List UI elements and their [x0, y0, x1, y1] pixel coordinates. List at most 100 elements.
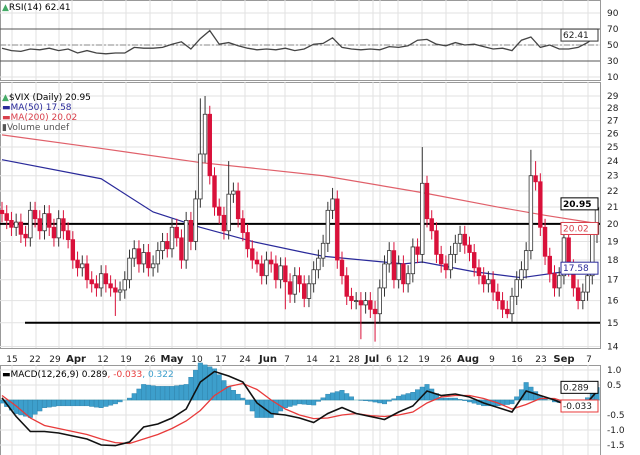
candle [410, 238, 416, 283]
candle-body [283, 265, 288, 283]
candle [528, 149, 534, 260]
candle-body [372, 308, 378, 315]
candle [424, 175, 430, 228]
candle-body [56, 218, 61, 239]
x-axis-label: 16 [511, 355, 523, 365]
candle-body [344, 275, 349, 297]
candle-body [183, 219, 189, 261]
candle-body [136, 248, 142, 265]
candle-body [70, 239, 76, 261]
candle [212, 167, 217, 216]
candle-body [188, 219, 194, 242]
candle-body [325, 209, 331, 244]
macd-histogram-bar [98, 399, 104, 409]
candle [325, 201, 331, 252]
candle [415, 238, 420, 264]
candle [108, 275, 113, 297]
candle-body [165, 241, 170, 250]
price-legend-title: $VIX (Daily) 20.95 [8, 93, 91, 103]
candle-body [410, 246, 416, 275]
candle-body [13, 221, 19, 228]
macd-histogram-bar [287, 399, 293, 407]
candle [117, 281, 123, 301]
chart-icon: ▲ [2, 93, 9, 103]
candle-body [9, 219, 14, 228]
candle-body [132, 248, 137, 259]
panel-frame [0, 82, 601, 349]
macd-histogram-bar [56, 399, 62, 407]
macd-legend-text: MACD(12,26,9) 0.289 [10, 370, 108, 380]
macd-histogram-bar [396, 395, 402, 401]
candle-body [401, 263, 406, 285]
macd-histogram-bar [202, 364, 208, 401]
candle-body [47, 213, 52, 228]
candle-body [505, 308, 510, 315]
macd-histogram-bar [131, 393, 137, 401]
macd-histogram-bar [448, 397, 454, 401]
macd-histogram-bar [108, 399, 114, 406]
candle [344, 267, 349, 306]
candle [42, 205, 47, 240]
candle-body [486, 279, 491, 285]
candle-body [240, 218, 246, 233]
x-axis-label: 24 [239, 355, 251, 365]
candle-body [117, 289, 123, 293]
candle [467, 236, 472, 262]
candle-body [89, 279, 94, 285]
candle [509, 287, 515, 323]
macd-histogram-bar [301, 399, 307, 405]
macd-histogram-bar [297, 399, 303, 405]
macd-histogram-bar [141, 384, 147, 401]
macd-histogram-bar [509, 399, 515, 405]
ma200-value-tag [560, 221, 599, 235]
candle-body [226, 193, 231, 232]
macd-histogram-bar [405, 393, 411, 401]
macd-histogram-bar [46, 399, 52, 408]
price-axis-tick: 24 [607, 157, 619, 167]
macd-histogram-bar [306, 399, 312, 405]
price-axis-tick: 29 [607, 92, 619, 102]
candle-body [387, 250, 392, 265]
x-axis-label: 19 [120, 355, 132, 365]
macd-histogram-bar [504, 399, 510, 405]
candle-body [405, 273, 411, 285]
candle-body [424, 182, 430, 220]
candle [495, 283, 501, 310]
price-axis-tick: 28 [607, 104, 619, 114]
x-axis-label: 6 [386, 355, 392, 365]
x-axis-label: 26 [144, 355, 156, 365]
candle [240, 210, 246, 242]
candle-body [552, 273, 557, 289]
macd-histogram-bar [226, 386, 232, 401]
candle [283, 257, 288, 310]
candle-body [0, 209, 5, 215]
candle [235, 182, 241, 228]
macd-histogram-bar [145, 384, 151, 401]
candle [188, 211, 194, 251]
candle-body [84, 263, 90, 281]
candle-body [391, 250, 397, 281]
macd-histogram-bar [382, 399, 388, 405]
x-axis-label: 7 [284, 355, 290, 365]
ma50-legend: MA(50) 17.58 [10, 103, 72, 113]
rsi-value-label: 62.41 [563, 31, 589, 41]
candle [61, 210, 66, 240]
macd-histogram-bar [60, 399, 66, 407]
macd-histogram-bar [330, 392, 336, 401]
candle [165, 232, 170, 258]
candle-body [472, 252, 477, 269]
candle-body [382, 263, 387, 289]
candle-body [311, 269, 316, 285]
candle [13, 213, 19, 236]
macd-histogram-bar [79, 399, 85, 407]
macd-histogram-bar [334, 391, 340, 401]
candle [358, 292, 364, 340]
candle [363, 292, 368, 314]
candle [174, 218, 179, 247]
macd-histogram-bar [75, 399, 81, 407]
macd-histogram-bar [348, 396, 354, 401]
candle-body [51, 226, 57, 239]
candle-body [207, 113, 212, 177]
rsi-axis-tick: 10 [607, 73, 619, 83]
